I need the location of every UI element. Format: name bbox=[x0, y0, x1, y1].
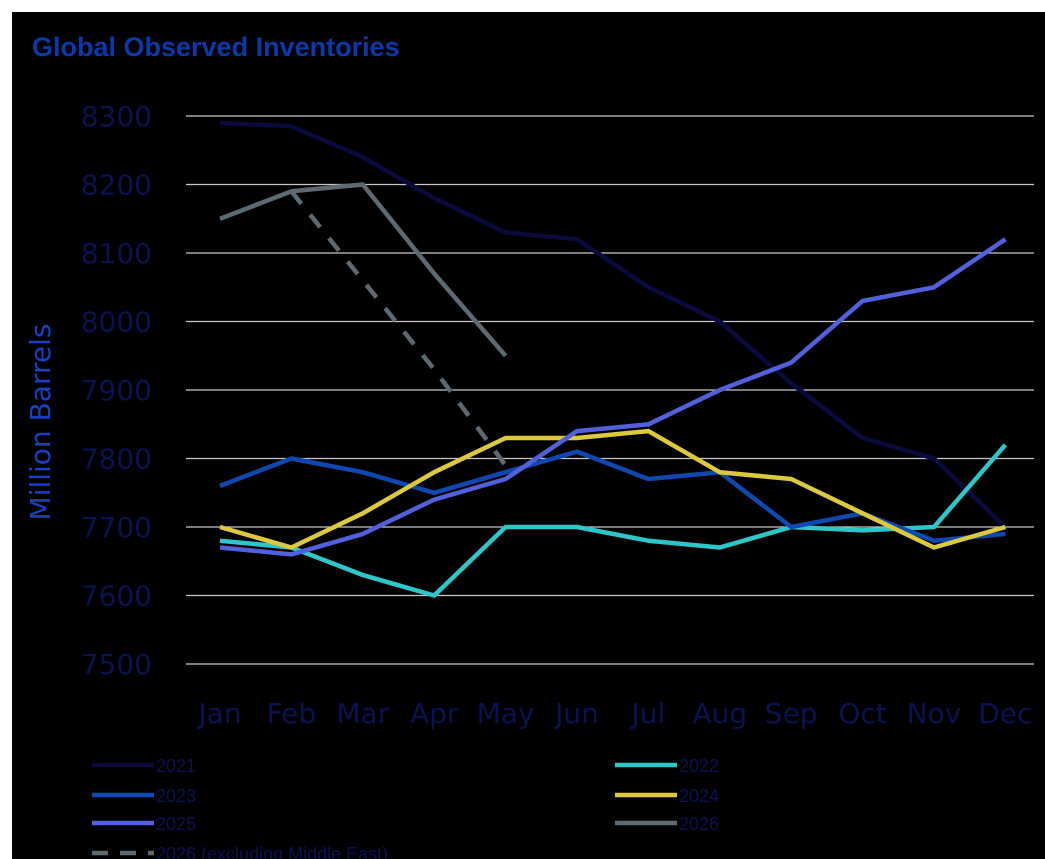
y-tick-label: 7800 bbox=[81, 443, 152, 476]
series-line-2021 bbox=[219, 120, 1007, 529]
legend-label: 2023 bbox=[156, 786, 196, 806]
y-tick-label: 7900 bbox=[81, 374, 152, 407]
grid-layer bbox=[186, 115, 1034, 665]
series-line-2022 bbox=[219, 443, 1008, 598]
x-tick-label: Jun bbox=[553, 697, 599, 730]
chart-canvas: 7500 7600 7700 7800 7900 8000 8100 8200 8300 Jan… bbox=[24, 100, 1034, 859]
y-tick-label: 7600 bbox=[81, 580, 152, 613]
x-tick-label: Apr bbox=[410, 697, 459, 730]
x-tick-label: Dec bbox=[978, 697, 1032, 730]
x-tick-label: Mar bbox=[336, 697, 389, 730]
x-tick-label: Jul bbox=[630, 697, 666, 730]
series-layer bbox=[219, 120, 1008, 598]
legend-label: 2026 bbox=[679, 814, 719, 834]
x-tick-label: Feb bbox=[267, 697, 317, 730]
x-tick-label: Sep bbox=[765, 697, 818, 730]
legend-label: 2026 (excluding Middle East) bbox=[156, 844, 388, 859]
legend-label: 2021 bbox=[156, 756, 196, 776]
legend-label: 2025 bbox=[156, 814, 196, 834]
legend: 2021 2022 2023 2024 2025 2026 2026 (excluding … bbox=[92, 756, 719, 859]
y-axis-label: Million Barrels bbox=[24, 324, 57, 521]
y-tick-label: 7500 bbox=[81, 648, 152, 681]
x-tick-label: Aug bbox=[692, 697, 747, 730]
chart-frame: Global Observed Inventories 7500 7600 7700… bbox=[12, 12, 1045, 859]
x-tick-label: Oct bbox=[838, 697, 886, 730]
x-tick-label: May bbox=[477, 697, 535, 730]
y-tick-label: 8100 bbox=[81, 237, 152, 270]
y-tick-label: 7700 bbox=[81, 511, 152, 544]
y-tick-label: 8000 bbox=[81, 306, 152, 339]
series-line-2024 bbox=[219, 428, 1007, 550]
y-tick-label: 8200 bbox=[81, 169, 152, 202]
chart-title: Global Observed Inventories bbox=[32, 32, 400, 62]
x-tick-label: Jan bbox=[196, 697, 241, 730]
series-line-2026 bbox=[219, 182, 508, 358]
x-tick-label: Nov bbox=[907, 697, 962, 730]
legend-label: 2024 bbox=[679, 786, 719, 806]
y-tick-label: 8300 bbox=[81, 100, 152, 133]
series-line-2025 bbox=[219, 237, 1007, 557]
legend-label: 2022 bbox=[679, 756, 719, 776]
y-axis-ticks: 7500 7600 7700 7800 7900 8000 8100 8200 8300 bbox=[81, 100, 152, 681]
x-axis-ticks: Jan Feb Mar Apr May Jun Jul Aug Sep Oct Nov Dec bbox=[196, 697, 1032, 730]
